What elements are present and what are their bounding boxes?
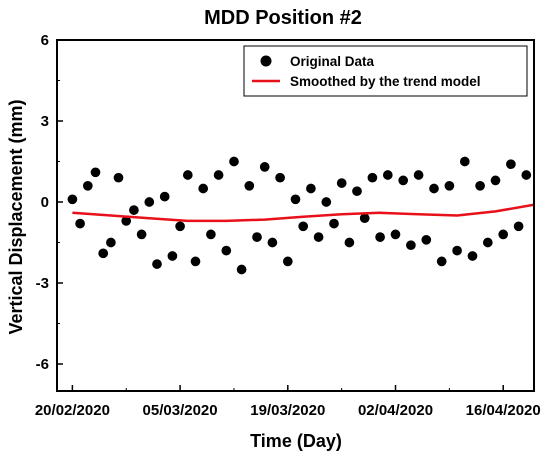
x-tick-label: 16/04/2020	[466, 402, 541, 419]
legend: Original Data Smoothed by the trend mode…	[243, 45, 528, 97]
data-point	[97, 247, 109, 259]
data-point	[151, 258, 163, 270]
x-tick-label: 19/03/2020	[250, 402, 325, 419]
data-point	[328, 218, 340, 230]
data-point	[336, 177, 348, 189]
data-point	[174, 220, 186, 232]
data-point	[305, 182, 317, 195]
y-tick-label: -6	[36, 356, 49, 373]
data-point	[428, 182, 440, 195]
data-point	[374, 231, 386, 243]
plot-frame	[56, 39, 535, 392]
data-point	[413, 169, 425, 181]
data-point	[220, 245, 232, 257]
legend-marker-original-data	[260, 55, 272, 67]
y-axis-ticks: 6 3 0 -3 -6	[36, 32, 63, 373]
x-axis-label: Time (Day)	[250, 431, 342, 451]
data-point	[489, 174, 502, 186]
data-point	[213, 169, 225, 181]
data-point	[266, 236, 278, 249]
data-point	[197, 182, 209, 195]
data-point	[82, 180, 94, 192]
legend-label-smoothed: Smoothed by the trend model	[290, 74, 481, 89]
y-tick-label: -3	[36, 275, 49, 292]
data-point	[205, 228, 217, 240]
chart-title: MDD Position #2	[204, 7, 362, 29]
y-tick-label: 0	[41, 194, 49, 211]
trend-line	[72, 203, 534, 223]
data-point	[343, 236, 355, 249]
data-point	[259, 161, 271, 173]
data-point	[466, 250, 479, 262]
data-point	[451, 245, 463, 257]
data-point	[397, 174, 409, 186]
data-point	[136, 228, 148, 240]
data-point	[313, 231, 325, 243]
data-point	[143, 196, 155, 208]
data-point	[166, 250, 178, 262]
x-axis-ticks: 20/02/2020 05/03/2020 19/03/2020 02/04/2020…	[35, 385, 541, 419]
data-point	[505, 158, 517, 170]
data-point	[189, 255, 202, 267]
legend-label-original-data: Original Data	[290, 54, 375, 69]
data-point	[105, 236, 117, 249]
data-point	[228, 155, 240, 168]
x-tick-label: 02/04/2020	[358, 402, 433, 419]
data-point	[243, 180, 255, 192]
data-point	[66, 193, 78, 205]
data-point	[320, 196, 332, 208]
y-tick-label: 6	[41, 32, 49, 49]
data-point	[436, 255, 448, 267]
data-point	[351, 185, 363, 197]
data-point	[282, 255, 294, 267]
data-point	[89, 166, 102, 178]
data-point	[474, 180, 486, 192]
data-point	[297, 220, 309, 232]
data-point	[159, 191, 171, 203]
data-point	[497, 228, 509, 240]
data-point	[182, 169, 194, 181]
legend-box	[243, 45, 528, 97]
data-point	[389, 228, 402, 240]
data-point	[251, 231, 263, 243]
data-point	[443, 180, 455, 192]
data-point	[513, 220, 525, 232]
y-axis-label: Vertical Displacement (mm)	[6, 99, 26, 334]
data-point	[405, 239, 417, 251]
data-point	[366, 172, 378, 184]
data-point	[112, 172, 125, 184]
data-point	[128, 204, 140, 216]
data-point	[459, 155, 471, 168]
plot-area	[66, 155, 534, 276]
data-point	[382, 169, 394, 181]
data-point	[74, 218, 86, 230]
data-point	[274, 172, 286, 184]
x-tick-label: 20/02/2020	[35, 402, 110, 419]
x-tick-label: 05/03/2020	[143, 402, 218, 419]
data-point	[289, 193, 302, 205]
data-point	[520, 169, 532, 181]
data-point	[236, 263, 248, 276]
data-point	[420, 234, 432, 246]
y-tick-label: 3	[41, 113, 49, 130]
data-point	[482, 236, 494, 249]
